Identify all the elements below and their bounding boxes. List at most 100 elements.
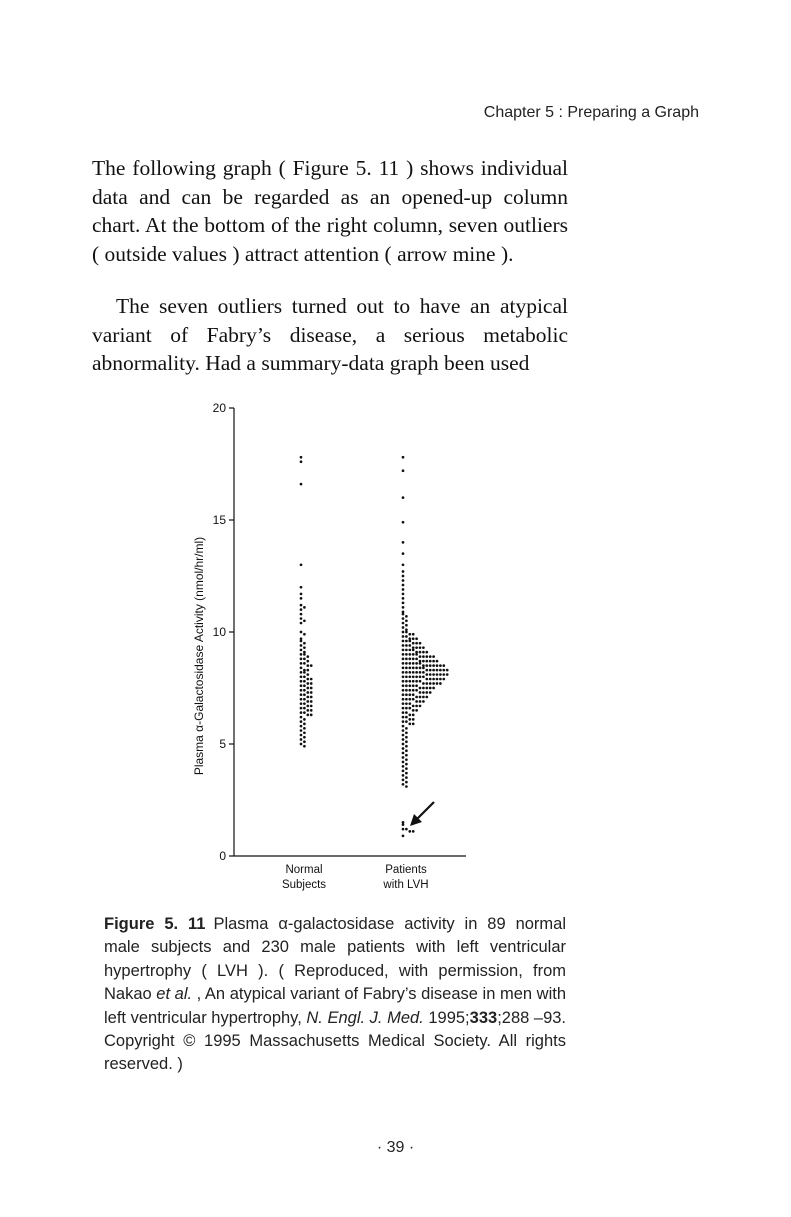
caption-text-4: ;288 –93. Copyright © 1995 Massachusetts… bbox=[104, 1008, 567, 1074]
data-point bbox=[303, 740, 306, 744]
data-point bbox=[432, 664, 435, 667]
data-point bbox=[405, 619, 408, 623]
data-point bbox=[401, 610, 405, 614]
data-point bbox=[408, 702, 412, 706]
data-point bbox=[422, 670, 425, 674]
data-point bbox=[306, 713, 310, 717]
data-point bbox=[299, 637, 303, 641]
data-point bbox=[401, 606, 405, 609]
data-point bbox=[439, 664, 442, 667]
data-point bbox=[303, 670, 306, 674]
data-point bbox=[309, 695, 313, 699]
caption-volume: 333 bbox=[469, 1008, 498, 1027]
data-point bbox=[405, 731, 408, 735]
data-point bbox=[401, 626, 405, 629]
patients-lvh-dots bbox=[401, 455, 449, 838]
data-point bbox=[408, 632, 412, 636]
data-point bbox=[299, 724, 303, 728]
figure-label: Figure 5. 11 bbox=[104, 915, 206, 933]
data-point bbox=[432, 677, 435, 681]
data-point bbox=[418, 695, 422, 699]
data-point bbox=[309, 691, 313, 694]
data-point bbox=[405, 653, 408, 656]
data-point bbox=[299, 715, 303, 719]
data-point bbox=[418, 704, 422, 708]
data-point bbox=[415, 679, 418, 683]
data-point bbox=[425, 691, 429, 694]
data-point bbox=[405, 740, 408, 744]
data-point bbox=[435, 664, 439, 667]
data-point bbox=[309, 682, 313, 685]
body-paragraph-2: The seven outliers turned out to have an… bbox=[92, 294, 568, 375]
data-point bbox=[306, 655, 310, 658]
data-point bbox=[401, 729, 405, 732]
data-point bbox=[411, 688, 415, 692]
data-point bbox=[405, 635, 408, 638]
data-point bbox=[405, 744, 408, 748]
data-point bbox=[299, 603, 303, 607]
data-point bbox=[405, 679, 408, 683]
data-point bbox=[408, 706, 412, 710]
data-point bbox=[411, 666, 415, 670]
data-point bbox=[405, 702, 408, 706]
data-point bbox=[401, 630, 405, 634]
data-point bbox=[408, 653, 412, 656]
data-point bbox=[405, 662, 408, 665]
data-point bbox=[418, 700, 422, 703]
data-point bbox=[415, 709, 418, 712]
data-point bbox=[401, 670, 405, 674]
data-point bbox=[303, 706, 306, 710]
data-point bbox=[401, 662, 405, 665]
data-point bbox=[408, 830, 412, 833]
data-point bbox=[405, 693, 408, 697]
data-point bbox=[425, 677, 429, 681]
data-point bbox=[415, 666, 418, 670]
data-point bbox=[428, 655, 432, 658]
data-point bbox=[425, 673, 429, 676]
data-point bbox=[401, 742, 405, 746]
data-point bbox=[306, 686, 310, 690]
x-category-label-patients-line1: Patients bbox=[385, 864, 427, 876]
data-point bbox=[401, 455, 405, 459]
data-point bbox=[418, 650, 422, 654]
data-point bbox=[401, 760, 405, 764]
data-point bbox=[299, 693, 303, 697]
data-point bbox=[435, 682, 439, 685]
data-point bbox=[408, 722, 412, 726]
data-point bbox=[415, 637, 418, 641]
data-point bbox=[401, 715, 405, 719]
data-point bbox=[435, 677, 439, 681]
data-point bbox=[422, 691, 425, 694]
running-head: Chapter 5 : Preparing a Graph bbox=[483, 104, 699, 121]
data-point bbox=[303, 662, 306, 665]
data-point bbox=[401, 617, 405, 620]
data-point bbox=[415, 657, 418, 661]
caption-text-1: Plasma α-galactosidase activity in 89 no… bbox=[104, 915, 567, 1004]
data-point bbox=[299, 657, 303, 661]
data-point bbox=[299, 702, 303, 706]
data-point bbox=[299, 711, 303, 714]
data-point bbox=[411, 648, 415, 652]
data-point bbox=[303, 684, 306, 688]
data-point bbox=[408, 684, 412, 688]
caption-text-2: , An atypical variant of Fabry’s disease… bbox=[104, 985, 566, 1027]
data-point bbox=[299, 639, 303, 643]
data-point bbox=[299, 617, 303, 620]
data-point bbox=[411, 657, 415, 661]
data-point bbox=[408, 637, 412, 641]
data-point bbox=[411, 697, 415, 701]
chart-axes: 0 5 10 15 20 bbox=[213, 401, 466, 863]
data-point bbox=[303, 722, 306, 726]
data-point bbox=[401, 579, 405, 582]
data-point bbox=[408, 697, 412, 701]
data-point bbox=[299, 630, 303, 634]
data-point bbox=[418, 691, 422, 694]
data-point bbox=[401, 778, 405, 782]
data-point bbox=[418, 675, 422, 679]
data-point bbox=[405, 684, 408, 688]
data-point bbox=[425, 655, 429, 658]
data-point bbox=[428, 659, 432, 663]
data-point bbox=[401, 541, 405, 544]
data-point bbox=[425, 668, 429, 672]
data-point bbox=[401, 724, 405, 728]
